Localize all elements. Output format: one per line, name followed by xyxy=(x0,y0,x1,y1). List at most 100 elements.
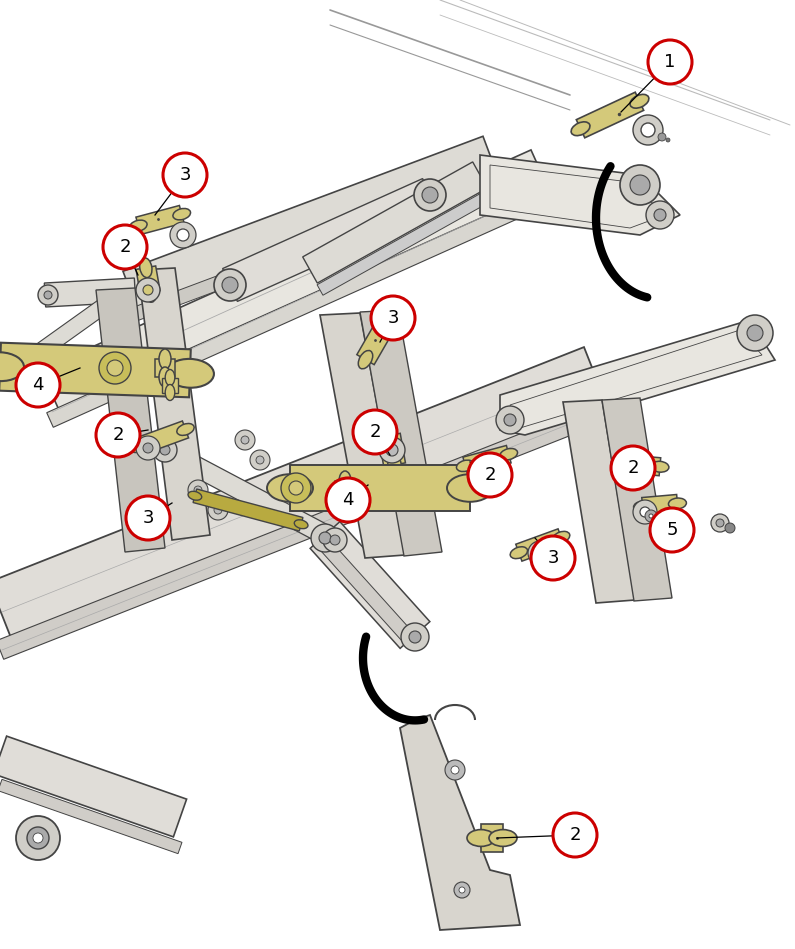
Text: 4: 4 xyxy=(33,376,44,394)
Text: 2: 2 xyxy=(569,826,581,844)
Polygon shape xyxy=(463,445,511,474)
Circle shape xyxy=(16,363,60,407)
Circle shape xyxy=(409,631,421,643)
Polygon shape xyxy=(162,378,178,393)
Circle shape xyxy=(633,500,657,524)
Text: 3: 3 xyxy=(179,166,191,184)
Ellipse shape xyxy=(294,520,308,529)
Ellipse shape xyxy=(669,498,686,509)
Polygon shape xyxy=(357,311,399,364)
Circle shape xyxy=(326,478,370,522)
Circle shape xyxy=(214,506,222,514)
Polygon shape xyxy=(481,824,503,852)
Circle shape xyxy=(44,291,52,299)
Circle shape xyxy=(281,473,311,503)
Circle shape xyxy=(250,450,270,470)
Polygon shape xyxy=(400,715,520,930)
Polygon shape xyxy=(0,406,599,660)
Polygon shape xyxy=(563,400,635,603)
Circle shape xyxy=(33,833,43,843)
Circle shape xyxy=(38,285,58,305)
Circle shape xyxy=(241,436,249,444)
Circle shape xyxy=(143,443,153,453)
Polygon shape xyxy=(516,529,564,561)
Text: 4: 4 xyxy=(343,491,354,509)
Polygon shape xyxy=(135,421,188,455)
Text: 2: 2 xyxy=(484,466,496,484)
Circle shape xyxy=(222,277,238,293)
Circle shape xyxy=(107,360,123,376)
Ellipse shape xyxy=(634,501,652,512)
Circle shape xyxy=(319,532,331,544)
Circle shape xyxy=(103,225,147,269)
Circle shape xyxy=(323,528,347,552)
Ellipse shape xyxy=(140,258,152,278)
Ellipse shape xyxy=(510,547,528,559)
Circle shape xyxy=(414,179,446,211)
Ellipse shape xyxy=(382,424,396,446)
Ellipse shape xyxy=(339,471,351,491)
Text: 2: 2 xyxy=(119,238,130,256)
Circle shape xyxy=(641,123,655,137)
Polygon shape xyxy=(96,288,165,552)
Text: 2: 2 xyxy=(369,423,381,441)
Circle shape xyxy=(177,229,189,241)
Ellipse shape xyxy=(144,283,157,302)
Text: 3: 3 xyxy=(142,509,153,527)
Ellipse shape xyxy=(630,94,649,108)
Ellipse shape xyxy=(571,121,590,136)
Circle shape xyxy=(371,296,415,340)
Circle shape xyxy=(451,766,459,774)
Circle shape xyxy=(496,406,524,434)
Circle shape xyxy=(208,500,228,520)
Ellipse shape xyxy=(188,492,202,500)
Circle shape xyxy=(468,453,512,497)
Polygon shape xyxy=(45,278,136,307)
Polygon shape xyxy=(310,522,430,648)
Circle shape xyxy=(459,887,465,893)
Polygon shape xyxy=(320,313,405,558)
Polygon shape xyxy=(602,398,672,601)
Circle shape xyxy=(635,470,645,480)
Ellipse shape xyxy=(467,829,495,847)
Ellipse shape xyxy=(447,474,493,502)
Circle shape xyxy=(711,514,729,532)
Circle shape xyxy=(716,519,724,527)
Circle shape xyxy=(528,541,552,565)
Circle shape xyxy=(136,278,160,302)
Circle shape xyxy=(628,463,652,487)
Circle shape xyxy=(737,315,773,351)
Polygon shape xyxy=(123,137,497,308)
Polygon shape xyxy=(303,162,487,283)
Polygon shape xyxy=(335,481,355,499)
Circle shape xyxy=(153,438,177,462)
Circle shape xyxy=(630,175,650,195)
Circle shape xyxy=(386,444,398,456)
Polygon shape xyxy=(193,489,303,531)
Polygon shape xyxy=(155,359,175,377)
Ellipse shape xyxy=(456,460,474,472)
Ellipse shape xyxy=(130,440,147,453)
Polygon shape xyxy=(0,736,187,837)
Circle shape xyxy=(160,445,170,455)
Polygon shape xyxy=(317,190,493,295)
Ellipse shape xyxy=(388,454,401,475)
Text: 5: 5 xyxy=(666,521,678,539)
Polygon shape xyxy=(344,498,360,512)
Circle shape xyxy=(136,436,160,460)
Polygon shape xyxy=(0,347,606,638)
Polygon shape xyxy=(161,441,339,549)
Ellipse shape xyxy=(130,220,147,232)
Circle shape xyxy=(16,816,60,860)
Circle shape xyxy=(504,414,516,426)
Circle shape xyxy=(445,760,465,780)
Circle shape xyxy=(27,827,49,849)
Polygon shape xyxy=(378,434,405,467)
Text: 2: 2 xyxy=(627,459,638,477)
Circle shape xyxy=(188,480,208,500)
Circle shape xyxy=(401,623,429,651)
Ellipse shape xyxy=(347,504,357,520)
Polygon shape xyxy=(290,465,470,511)
Circle shape xyxy=(649,514,653,518)
Ellipse shape xyxy=(651,461,669,473)
